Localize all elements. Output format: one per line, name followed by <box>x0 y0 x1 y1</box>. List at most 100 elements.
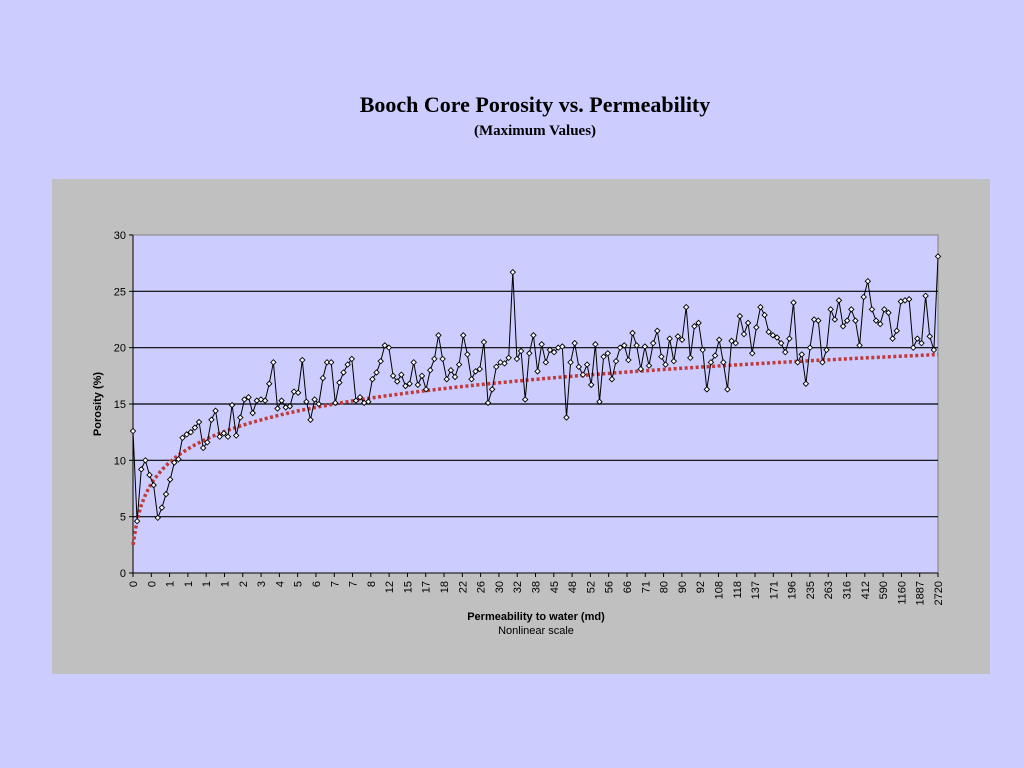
data-point <box>154 514 162 522</box>
data-point <box>868 306 876 313</box>
data-point <box>493 363 500 371</box>
x-tick-label: 2 <box>238 581 250 587</box>
data-point <box>699 346 706 354</box>
data-point <box>567 359 574 366</box>
data-point <box>389 372 397 380</box>
data-point <box>889 335 896 342</box>
data-point <box>204 439 211 446</box>
data-point <box>241 396 248 403</box>
data-point <box>534 368 541 375</box>
data-point <box>146 471 153 479</box>
data-point <box>129 427 137 435</box>
data-point <box>798 351 806 358</box>
data-point <box>715 336 723 344</box>
x-tick-label: 48 <box>567 581 579 593</box>
x-tick-label: 171 <box>768 581 780 599</box>
data-point <box>621 342 628 349</box>
x-tick-label: 1 <box>201 581 213 587</box>
x-tick-label: 90 <box>677 581 689 593</box>
data-point <box>311 396 318 403</box>
x-tick-label: 1160 <box>896 581 908 605</box>
data-point <box>402 382 409 390</box>
data-point <box>893 327 900 335</box>
data-point <box>856 342 863 349</box>
data-point <box>199 444 207 452</box>
x-axis-ticks: 0 0 1 1 1 1 2 3 4 5 6 7 7 8 12 15 17 18 22 26 30 32 38 45 48 52 56… <box>128 573 945 605</box>
data-point <box>319 374 327 382</box>
data-point <box>538 341 545 348</box>
data-point <box>711 352 719 359</box>
data-point <box>802 380 810 387</box>
data-point <box>191 424 199 431</box>
data-point <box>852 317 859 324</box>
data-point <box>526 350 533 357</box>
data-point <box>138 466 145 473</box>
data-point <box>922 292 929 300</box>
data-point <box>381 342 389 349</box>
data-point <box>616 344 624 351</box>
data-point <box>162 490 170 498</box>
data-point <box>307 416 314 424</box>
data-point <box>245 394 252 401</box>
data-point <box>232 432 240 439</box>
x-tick-label: 108 <box>713 581 725 599</box>
x-tick-label: 263 <box>823 581 835 599</box>
x-tick-label: 590 <box>878 581 890 599</box>
x-tick-label: 2720 <box>933 581 945 605</box>
data-point <box>637 365 645 373</box>
data-point <box>876 320 884 328</box>
data-point <box>831 316 839 323</box>
data-point <box>187 428 195 436</box>
y-tick-label: 10 <box>114 455 126 467</box>
y-tick-label: 0 <box>120 568 126 580</box>
data-point <box>786 335 793 342</box>
data-point <box>678 336 686 344</box>
data-point <box>769 332 777 339</box>
data-point <box>633 342 640 349</box>
x-tick-label: 17 <box>421 581 433 593</box>
data-point <box>587 381 595 389</box>
data-point <box>662 361 669 368</box>
data-point <box>810 316 818 323</box>
data-point <box>839 323 847 330</box>
data-point <box>885 309 892 316</box>
data-point <box>373 369 380 376</box>
x-tick-label: 5 <box>293 581 305 587</box>
data-point <box>179 434 186 442</box>
data-point <box>133 517 141 525</box>
data-point <box>208 416 215 424</box>
x-tick-label: 80 <box>659 581 671 593</box>
data-point <box>340 369 347 376</box>
porosity-series-line <box>132 256 939 522</box>
data-point <box>843 317 851 324</box>
x-tick-label: 22 <box>457 581 469 593</box>
data-point <box>707 359 715 366</box>
data-point <box>744 319 752 327</box>
data-point <box>158 504 166 511</box>
x-tick-label: 412 <box>860 581 872 599</box>
data-point <box>443 375 450 383</box>
data-point <box>748 350 756 357</box>
data-point <box>827 306 834 313</box>
data-point <box>608 375 616 383</box>
data-point <box>484 399 492 407</box>
x-tick-label: 0 <box>128 581 140 587</box>
x-tick-label: 1 <box>219 581 231 587</box>
data-point <box>385 344 393 351</box>
y-tick-label: 5 <box>120 512 126 524</box>
data-point <box>270 359 277 366</box>
data-point <box>881 306 888 313</box>
data-point <box>687 354 694 362</box>
x-tick-label: 1887 <box>915 581 927 605</box>
x-tick-label: 26 <box>476 581 488 593</box>
data-point <box>171 459 178 466</box>
x-tick-label: 8 <box>366 581 378 587</box>
data-point <box>365 398 372 405</box>
y-tick-label: 20 <box>114 343 126 355</box>
data-point <box>393 378 401 385</box>
x-tick-label: 235 <box>805 581 817 599</box>
x-tick-label: 12 <box>384 581 396 593</box>
data-point <box>303 398 310 405</box>
x-tick-label: 18 <box>439 581 451 593</box>
data-point <box>451 373 459 381</box>
